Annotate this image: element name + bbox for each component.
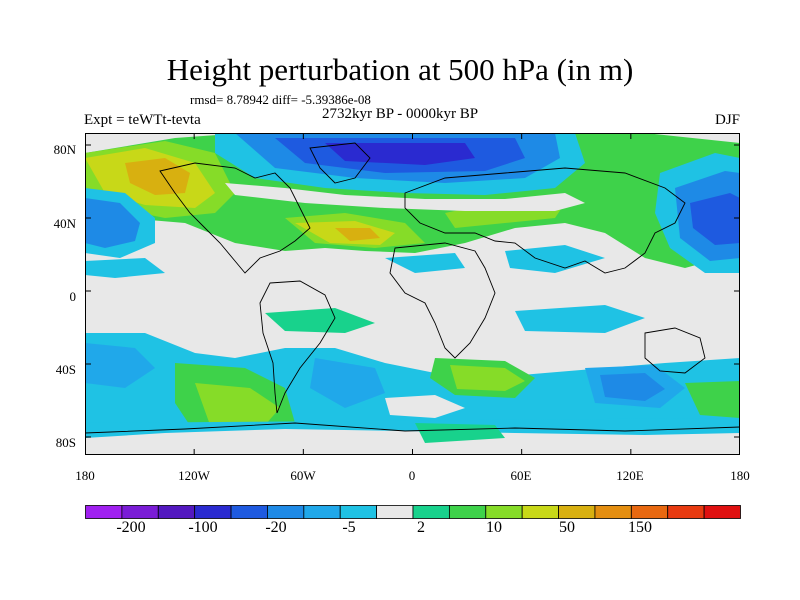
colorbar-box [121, 505, 159, 519]
colorbar-box [339, 505, 378, 519]
contour-antarctic-green [415, 423, 505, 443]
contour-south-blue-1 [85, 343, 155, 388]
coastlines [85, 142, 740, 434]
contour-south-white-gap [385, 395, 465, 418]
colorbar-label: 150 [628, 519, 652, 536]
contour-tropical-cyan-2 [385, 253, 465, 273]
colorbar-box [85, 505, 123, 519]
contour-south-blue-2 [310, 358, 385, 408]
colorbar-box [485, 505, 523, 519]
colorbar-box [630, 505, 669, 519]
colorbar-box [230, 505, 268, 519]
colorbar [85, 505, 741, 519]
colorbar-label: 2 [417, 519, 425, 536]
season-label: DJF [714, 112, 740, 128]
coast-eurasia [404, 167, 686, 274]
colorbar-label: 10 [486, 519, 502, 536]
coast-greenland [309, 142, 371, 184]
colorbar-label: -200 [116, 519, 146, 536]
colorbar-box [703, 505, 741, 519]
coast-africa [389, 242, 496, 359]
y-tick-label: 80S [55, 435, 76, 450]
coast-south-america [259, 280, 336, 414]
axis-ticks [85, 133, 740, 455]
colorbar-box [376, 505, 414, 519]
contour-tropical-cyan-4 [515, 305, 645, 333]
y-tick-label: 40N [53, 216, 76, 231]
contour-tropical-cyan-3 [505, 245, 605, 273]
coast-antarctica [85, 422, 740, 434]
contour-west-pacific-low-inner [85, 198, 140, 248]
colorbar-box [157, 505, 196, 519]
x-tick-label: 60W [290, 468, 316, 483]
contour-white-ridge [225, 183, 585, 211]
colorbar-box [594, 505, 632, 519]
contour-field [85, 133, 740, 455]
x-tick-label: 120W [178, 468, 210, 483]
height-perturbation-map [85, 133, 740, 455]
colorbar-box [558, 505, 596, 519]
x-tick-label: 180 [75, 468, 95, 483]
colorbar-box [521, 505, 559, 519]
stats-label: rmsd= 8.78942 diff= -5.39386e-08 [190, 92, 371, 107]
colorbar-box [194, 505, 232, 519]
colorbar-box [667, 505, 705, 519]
colorbar-label: 50 [559, 519, 575, 536]
contour-south-yg-2 [450, 365, 525, 391]
colorbar-label: -20 [265, 519, 287, 536]
y-tick-label: 40S [55, 362, 76, 377]
x-tick-label: 180 [730, 468, 750, 483]
coast-north-america [159, 162, 311, 274]
contour-tropical-cyan-1 [85, 258, 165, 278]
contour-pacific-orange [125, 158, 190, 195]
contour-east-pacific-core [690, 193, 740, 245]
map-title: Height perturbation at 500 hPa (in m) [166, 52, 634, 87]
colorbar-box [412, 505, 450, 519]
contour-south-blue-3-inner [600, 373, 665, 401]
x-tick-label: 0 [408, 468, 416, 483]
contour-tropical-green [265, 308, 375, 333]
period-label: 2732kyr BP - 0000kyr BP [322, 106, 479, 122]
contour-atlantic-orange [335, 228, 380, 241]
contour-south-green-3 [685, 381, 740, 418]
x-tick-label: 60E [510, 468, 532, 483]
colorbar-box [267, 505, 305, 519]
colorbar-label: -5 [342, 519, 356, 536]
contour-south-yg-1 [195, 383, 280, 425]
experiment-label: Expt = teWTt-tevta [84, 112, 201, 128]
coast-australia [644, 327, 706, 374]
colorbar-box [448, 505, 487, 519]
colorbar-box [303, 505, 341, 519]
contour-arctic-core [325, 143, 475, 165]
y-tick-label: 80N [53, 142, 76, 157]
y-tick-label: 0 [69, 289, 77, 304]
x-tick-label: 120E [616, 468, 644, 483]
colorbar-label: -100 [188, 519, 218, 536]
contour-antarctic-white [85, 429, 740, 455]
